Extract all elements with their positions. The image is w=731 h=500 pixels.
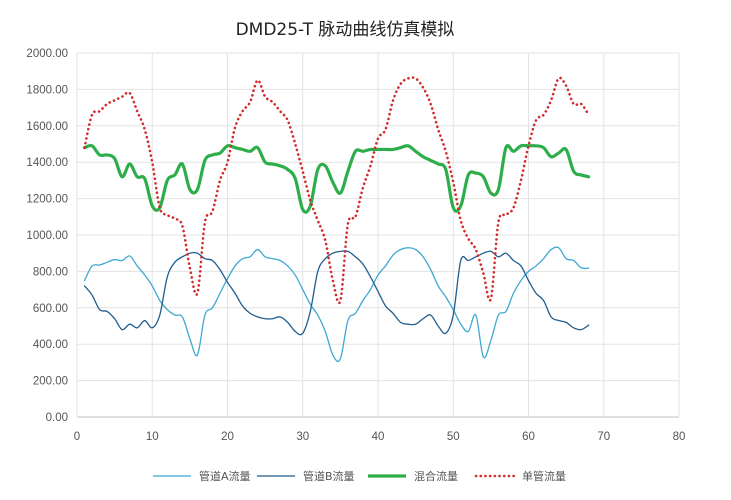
x-tick-label: 20 (221, 431, 234, 443)
legend-label-2: 管道B流量 (303, 469, 355, 483)
x-tick-label: 30 (296, 431, 309, 443)
y-tick-label: 400.00 (33, 339, 68, 351)
legend-label-3: 混合流量 (414, 469, 458, 483)
y-tick-label: 1800.00 (26, 84, 68, 96)
grid (76, 52, 680, 418)
legend-label-1: 管道A流量 (199, 469, 251, 483)
x-tick-label: 80 (673, 431, 686, 443)
series-layer (82, 76, 591, 362)
x-tick-label: 60 (522, 431, 535, 443)
legend-label-4: 单管流量 (522, 469, 566, 483)
y-tick-label: 600.00 (33, 303, 68, 315)
y-tick-label: 1200.00 (26, 194, 68, 206)
axes: 0.00 200.00 400.00 600.00 800.00 1000.00 1200.… (26, 48, 685, 443)
series-line-2 (83, 250, 590, 336)
y-tick-label: 1600.00 (26, 121, 68, 133)
series-line-4 (83, 76, 590, 305)
y-tick-label: 1400.00 (26, 157, 68, 169)
x-tick-label: 50 (447, 431, 460, 443)
x-tick-label: 0 (74, 431, 80, 443)
y-tick-label: 2000.00 (26, 48, 68, 60)
x-tick-label: 40 (372, 431, 385, 443)
series-line-1 (83, 246, 590, 362)
chart-title: DMD25-T 脉动曲线仿真模拟 (236, 20, 455, 40)
y-tick-label: 800.00 (33, 266, 68, 278)
y-tick-label: 1000.00 (26, 230, 68, 242)
y-tick-label: 0.00 (46, 412, 68, 424)
series-line-3 (82, 143, 591, 214)
legend: 管道A流量 管道B流量 混合流量 单管流量 (153, 469, 566, 483)
x-tick-label: 10 (146, 431, 159, 443)
y-tick-label: 200.00 (33, 376, 68, 388)
x-tick-label: 70 (597, 431, 610, 443)
